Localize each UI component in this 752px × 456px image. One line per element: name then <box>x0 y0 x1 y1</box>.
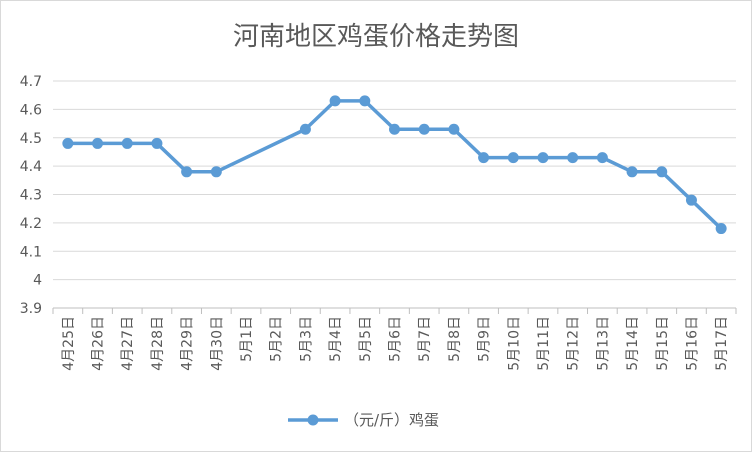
x-tick-label: 5月3日 <box>298 316 314 362</box>
data-point <box>92 137 104 149</box>
data-point <box>299 123 311 135</box>
y-tick-label: 3.9 <box>20 301 42 317</box>
data-point <box>448 123 460 135</box>
data-point <box>210 166 222 178</box>
x-tick-label: 4月25日 <box>61 316 77 371</box>
x-tick-label: 5月12日 <box>566 316 582 371</box>
x-tick-label: 5月10日 <box>506 316 522 371</box>
series-line <box>66 99 723 231</box>
y-tick-label: 4.4 <box>20 159 42 175</box>
x-tick-label: 5月16日 <box>684 316 700 371</box>
x-tick-label: 4月30日 <box>209 316 225 371</box>
x-tick-label: 5月1日 <box>239 316 255 362</box>
legend: （元/斤）鸡蛋 <box>288 411 439 429</box>
data-point <box>329 95 341 107</box>
data-point <box>596 152 608 164</box>
x-tick-label: 5月7日 <box>417 316 433 362</box>
x-tick-label: 4月28日 <box>150 316 166 371</box>
x-tick-label: 5月9日 <box>477 316 493 362</box>
x-tick-label: 5月15日 <box>655 316 671 371</box>
data-point <box>537 152 549 164</box>
data-point <box>151 137 163 149</box>
data-point <box>626 166 638 178</box>
series-layer <box>62 95 727 235</box>
data-point <box>389 123 400 135</box>
y-tick-label: 4.3 <box>20 188 42 204</box>
x-axis-ticks: 4月25日 4月26日 4月27日 4月28日 4月29日 4月30日 5月1日 5月2日 5月… <box>61 316 730 371</box>
x-tick-label: 5月17日 <box>714 316 730 371</box>
data-point <box>62 137 74 149</box>
gridlines <box>53 80 736 281</box>
data-point <box>507 152 519 164</box>
x-tick-label: 4月27日 <box>120 316 136 371</box>
x-tick-label: 5月5日 <box>358 316 374 362</box>
x-tick-label: 5月2日 <box>269 316 285 362</box>
data-point <box>685 194 697 206</box>
x-tick-label: 5月13日 <box>595 316 611 371</box>
y-axis-ticks: 3.9 4 4.1 4.2 4.3 4.4 4.5 4.6 4.7 <box>20 74 42 317</box>
x-tick-label: 4月26日 <box>91 316 107 371</box>
x-tick-label: 5月4日 <box>328 316 344 362</box>
data-point <box>567 152 579 164</box>
y-tick-label: 4 <box>33 273 42 289</box>
y-tick-label: 4.7 <box>20 74 42 90</box>
data-point <box>715 223 727 235</box>
legend-label: （元/斤）鸡蛋 <box>344 411 439 429</box>
data-point <box>478 152 490 164</box>
data-point <box>359 95 371 107</box>
data-point <box>418 123 430 135</box>
x-tick-label: 4月29日 <box>180 316 196 371</box>
x-tick-label: 5月14日 <box>625 316 641 371</box>
y-tick-label: 4.1 <box>20 244 42 260</box>
y-tick-label: 4.6 <box>20 102 42 118</box>
y-tick-label: 4.2 <box>20 216 42 232</box>
chart-title: 河南地区鸡蛋价格走势图 <box>233 22 519 52</box>
legend-marker-swatch <box>307 414 319 426</box>
x-tick-label: 5月8日 <box>447 316 463 362</box>
data-point <box>656 166 668 178</box>
x-axis <box>52 307 737 314</box>
y-tick-label: 4.5 <box>20 131 42 147</box>
x-tick-label: 5月6日 <box>388 316 404 362</box>
x-tick-label: 5月11日 <box>536 316 552 371</box>
data-point <box>121 137 133 149</box>
data-point <box>181 166 193 178</box>
